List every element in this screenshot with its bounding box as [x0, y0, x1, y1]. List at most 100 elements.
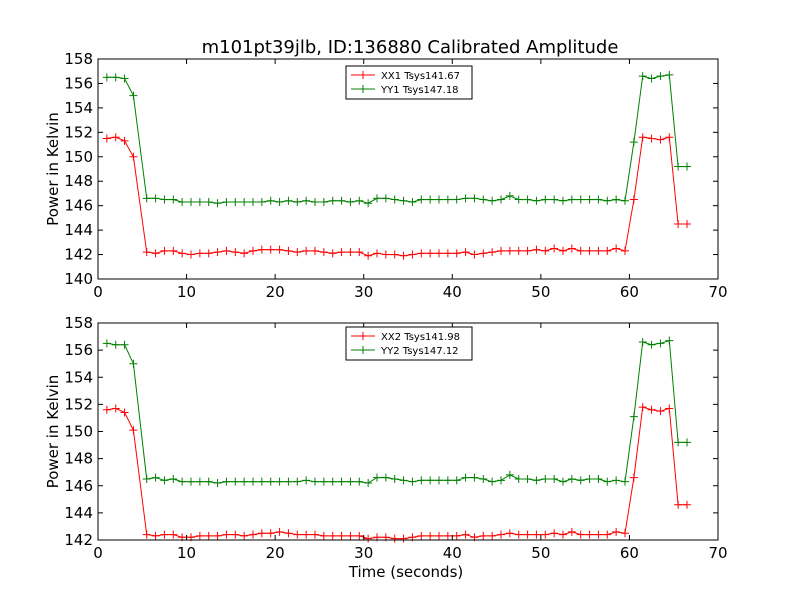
y-axis-label: Power in Kelvin — [44, 375, 62, 489]
data-point — [674, 438, 683, 447]
data-point — [240, 531, 249, 540]
data-point — [488, 477, 497, 486]
data-point — [231, 248, 240, 257]
x-tick-label: 50 — [531, 544, 550, 562]
data-point — [603, 246, 612, 255]
data-point — [488, 531, 497, 540]
data-point — [629, 138, 638, 147]
data-point — [293, 477, 302, 486]
data-point — [497, 530, 505, 539]
data-point — [479, 249, 488, 258]
data-point — [683, 162, 691, 171]
data-point — [612, 527, 621, 536]
data-point — [337, 531, 346, 540]
data-point — [390, 195, 399, 204]
data-point — [532, 245, 541, 254]
data-point — [328, 196, 337, 205]
data-point — [443, 531, 452, 540]
data-point — [576, 195, 585, 204]
data-point — [111, 340, 120, 349]
data-point — [629, 412, 638, 421]
data-point — [319, 477, 328, 486]
data-point — [497, 476, 505, 485]
data-point — [213, 479, 222, 488]
data-point — [169, 246, 178, 255]
data-point — [612, 244, 621, 253]
data-point — [346, 477, 355, 486]
data-point — [656, 135, 665, 144]
data-point — [621, 529, 629, 538]
legend: XX1 Tsys141.67 YY1 Tsys147.18 — [345, 65, 473, 100]
data-point — [585, 530, 594, 539]
data-point — [612, 195, 621, 204]
x-tick-label: 30 — [354, 283, 373, 301]
data-point — [275, 198, 284, 206]
data-point — [647, 340, 656, 349]
data-point — [311, 198, 319, 206]
data-point — [479, 195, 488, 204]
data-point — [514, 246, 523, 255]
data-point — [213, 199, 222, 208]
data-point — [381, 473, 390, 482]
data-point — [647, 74, 656, 83]
data-point — [567, 244, 576, 253]
data-point — [505, 470, 514, 479]
data-point — [541, 246, 550, 255]
data-point — [160, 476, 169, 485]
data-point — [426, 249, 435, 258]
data-point — [585, 246, 594, 255]
data-point — [328, 531, 337, 540]
data-point — [169, 530, 178, 539]
data-point — [399, 476, 408, 485]
data-point — [443, 249, 452, 258]
data-point — [240, 198, 249, 206]
data-point — [470, 194, 479, 203]
data-point — [355, 196, 364, 205]
data-point — [452, 249, 461, 258]
y-tick-label: 154 — [64, 368, 93, 386]
data-point — [249, 477, 257, 486]
data-point — [550, 195, 559, 204]
data-point — [541, 474, 550, 483]
data-point — [195, 477, 204, 486]
data-point — [129, 359, 138, 368]
data-point — [222, 530, 231, 539]
data-point — [302, 196, 311, 205]
data-point — [266, 196, 275, 205]
data-point — [293, 198, 302, 206]
x-tick-label: 60 — [620, 544, 639, 562]
data-point — [381, 194, 390, 203]
data-point — [195, 531, 204, 540]
data-point — [647, 134, 656, 143]
data-point — [266, 477, 275, 486]
data-point — [364, 251, 373, 260]
data-point — [249, 246, 257, 255]
data-point — [151, 531, 160, 540]
y-tick-label: 158 — [64, 50, 93, 68]
data-point — [585, 195, 594, 204]
data-point — [240, 477, 249, 486]
legend-marker — [359, 71, 367, 79]
y-tick-label: 144 — [64, 221, 93, 239]
data-point — [550, 474, 559, 483]
data-point — [532, 530, 541, 539]
data-point — [160, 530, 169, 539]
data-point — [461, 194, 470, 203]
data-point — [178, 249, 187, 258]
data-point — [373, 473, 381, 482]
data-point — [319, 198, 328, 206]
data-point — [656, 339, 665, 348]
data-point — [656, 407, 665, 416]
data-point — [266, 529, 275, 538]
data-point — [311, 530, 319, 539]
data-point — [346, 531, 355, 540]
data-point — [629, 473, 638, 482]
data-point — [222, 246, 231, 255]
data-point — [129, 91, 138, 100]
data-point — [151, 249, 160, 258]
data-point — [470, 473, 479, 482]
data-point — [461, 473, 470, 482]
data-point — [102, 73, 111, 82]
data-point — [187, 198, 195, 206]
data-point — [470, 250, 479, 259]
